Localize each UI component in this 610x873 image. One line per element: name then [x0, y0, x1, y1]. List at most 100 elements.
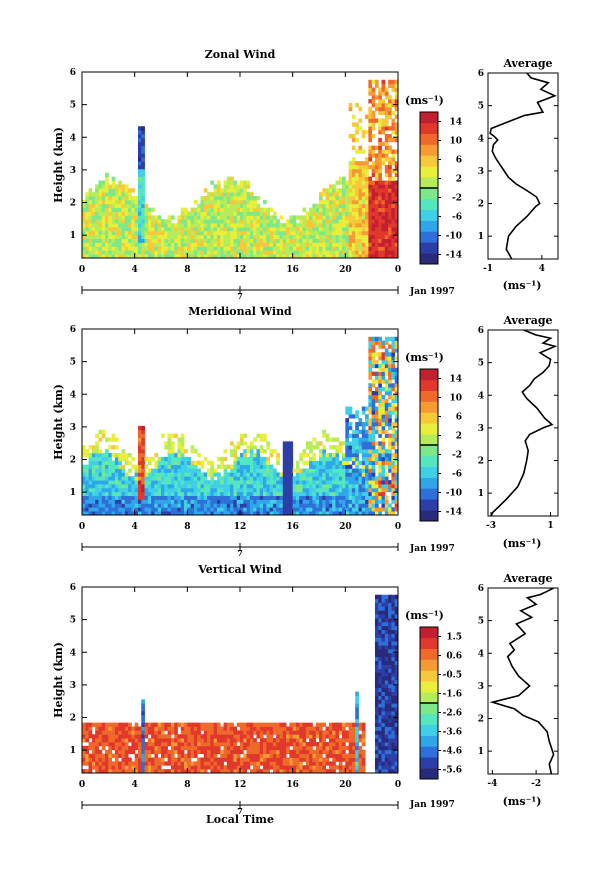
heatmap-cell	[253, 765, 257, 770]
heatmap-cell	[108, 207, 113, 212]
heatmap-cell	[111, 433, 116, 438]
heatmap-cell	[216, 511, 221, 516]
heatmap-cell	[348, 734, 353, 739]
heatmap-cell	[141, 453, 145, 458]
heatmap-cell	[328, 437, 333, 442]
heatmap-cell	[82, 722, 86, 727]
heatmap-cell	[319, 503, 323, 508]
heatmap-cell	[381, 414, 386, 419]
heatmap-cell	[88, 230, 93, 236]
heatmap-cell	[361, 472, 366, 477]
heatmap-cell	[236, 207, 241, 212]
heatmap-cell	[200, 765, 205, 770]
heatmap-cell	[190, 726, 195, 731]
heatmap-cell	[200, 230, 205, 236]
heatmap-cell	[374, 629, 379, 634]
heatmap-cell	[368, 126, 373, 131]
heatmap-cell	[111, 230, 116, 236]
heatmap-cell	[154, 507, 159, 512]
heatmap-cell	[374, 726, 379, 731]
heatmap-cell	[121, 499, 126, 504]
heatmap-cell	[190, 487, 195, 493]
heatmap-cell	[279, 757, 284, 762]
heatmap-cell	[394, 480, 399, 485]
heatmap-cell	[144, 753, 149, 758]
heatmap-cell	[381, 161, 386, 166]
heatmap-cell	[388, 184, 392, 189]
heatmap-cell	[315, 499, 320, 504]
heatmap-cell	[348, 742, 353, 747]
heatmap-cell	[137, 749, 142, 755]
heatmap-cell	[309, 738, 313, 743]
heatmap-cell	[338, 749, 343, 755]
heatmap-cell	[292, 753, 297, 758]
heatmap-cell	[151, 472, 155, 477]
heatmap-cell	[203, 196, 208, 201]
heatmap-cell	[187, 761, 192, 766]
heatmap-cell	[371, 79, 376, 85]
heatmap-cell	[243, 753, 247, 758]
heatmap-cell	[388, 484, 392, 489]
heatmap-cell	[174, 254, 178, 259]
heatmap-cell	[108, 769, 113, 774]
heatmap-cell	[105, 742, 109, 747]
heatmap-cell	[351, 738, 356, 743]
heatmap-cell	[378, 168, 382, 174]
heatmap-cell	[295, 757, 300, 762]
heatmap-cell	[322, 734, 326, 739]
heatmap-cell	[309, 722, 313, 727]
heatmap-cell	[108, 499, 113, 504]
heatmap-cell	[82, 230, 86, 236]
heatmap-cell	[371, 356, 376, 361]
heatmap-cell	[322, 429, 326, 435]
heatmap-cell	[355, 234, 359, 240]
heatmap-cell	[98, 480, 103, 485]
heatmap-cell	[322, 238, 326, 243]
heatmap-cell	[147, 211, 152, 216]
heatmap-cell	[388, 79, 392, 85]
heatmap-cell	[151, 761, 155, 766]
heatmap-cell	[295, 495, 300, 500]
heatmap-cell	[210, 242, 215, 247]
heatmap-cell	[289, 484, 294, 489]
heatmap-cell	[147, 456, 152, 462]
heatmap-cell	[378, 472, 382, 477]
heatmap-cell	[101, 238, 106, 243]
heatmap-cell	[98, 223, 103, 228]
x-tick-label: 0	[395, 265, 401, 275]
heatmap-cell	[256, 491, 261, 497]
heatmap-cell	[187, 468, 192, 473]
heatmap-cell	[342, 507, 346, 512]
heatmap-cell	[286, 250, 290, 255]
heatmap-cell	[161, 734, 165, 739]
heatmap-cell	[381, 192, 386, 197]
heatmap-cell	[98, 254, 103, 259]
heatmap-cell	[302, 749, 307, 755]
heatmap-cell	[95, 238, 99, 243]
heatmap-cell	[388, 460, 392, 466]
heatmap-cell	[315, 254, 320, 259]
heatmap-cell	[210, 761, 215, 766]
heatmap-cell	[243, 192, 247, 197]
heatmap-cell	[207, 215, 211, 220]
heatmap-cell	[98, 227, 103, 232]
heatmap-cell	[184, 238, 188, 243]
heatmap-cell	[305, 230, 310, 236]
heatmap-cell	[282, 745, 287, 751]
heatmap-cell	[91, 468, 96, 473]
heatmap-cell	[213, 491, 218, 497]
heatmap-cell	[223, 203, 228, 209]
heatmap-cell	[105, 230, 109, 236]
heatmap-cell	[328, 242, 333, 247]
heatmap-cell	[361, 254, 366, 259]
heatmap-cell	[128, 495, 132, 500]
heatmap-cell	[147, 499, 152, 504]
colorbar-tick-label: 2	[456, 175, 462, 185]
heatmap-cell	[216, 734, 221, 739]
heatmap-cell	[118, 738, 122, 743]
heatmap-cell	[286, 476, 290, 481]
heatmap-cell	[184, 742, 188, 747]
heatmap-cell	[256, 250, 261, 255]
heatmap-cell	[266, 738, 271, 743]
colorbar-tick-label: -2	[452, 451, 462, 461]
